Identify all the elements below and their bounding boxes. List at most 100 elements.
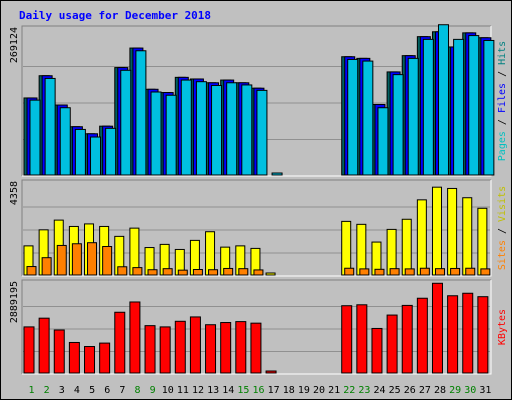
bar-visits-visits-27 <box>416 199 427 276</box>
bar-kbytes-kbytes-25 <box>386 314 398 374</box>
x-tick-label-22: 22 <box>343 385 355 396</box>
x-tick-label-17: 17 <box>268 385 280 396</box>
max-label-hits: 269124 <box>9 27 20 63</box>
bar-visits-sites-27 <box>419 267 430 276</box>
x-tick-label-9: 9 <box>150 385 156 396</box>
bar-visits-sites-23 <box>359 268 370 276</box>
bar-hits-pages-7 <box>120 69 132 176</box>
x-tick-label-1: 1 <box>29 385 35 396</box>
bar-visits-sites-12 <box>192 269 203 276</box>
x-tick-label-27: 27 <box>419 385 431 396</box>
bar-hits-pages-24 <box>377 107 389 176</box>
x-tick-label-24: 24 <box>374 385 386 396</box>
bar-kbytes-kbytes-23 <box>356 304 368 374</box>
bar-visits-sites-24 <box>374 268 385 276</box>
side-legend-visits: Sites / Visits <box>497 186 508 270</box>
bar-hits-pages-10 <box>165 94 177 176</box>
legend-visits: Visits <box>497 186 508 222</box>
bar-kbytes-kbytes-2 <box>38 317 50 374</box>
bar-visits-sites-4 <box>71 243 82 276</box>
x-tick-label-13: 13 <box>207 385 219 396</box>
bar-visits-sites-2 <box>41 257 52 276</box>
x-tick-label-15: 15 <box>237 385 249 396</box>
x-tick-label-7: 7 <box>119 385 125 396</box>
bar-hits-pages-14 <box>226 82 238 176</box>
bar-visits-visits-30 <box>462 197 473 276</box>
x-tick-label-21: 21 <box>328 385 340 396</box>
bar-hits-pages-9 <box>150 91 162 176</box>
bar-visits-sites-3 <box>56 244 67 276</box>
bar-visits-visits-22 <box>341 220 352 276</box>
panel-visits: 4358 Sites / Visits <box>9 179 508 277</box>
x-tick-label-25: 25 <box>389 385 401 396</box>
bar-kbytes-kbytes-27 <box>416 297 428 374</box>
bar-kbytes-kbytes-1 <box>23 326 35 374</box>
x-tick-label-5: 5 <box>89 385 95 396</box>
bar-kbytes-kbytes-5 <box>84 346 96 374</box>
side-legend-kbytes: KBytes <box>497 309 508 345</box>
bar-visits-sites-14 <box>223 267 234 276</box>
bar-kbytes-kbytes-24 <box>371 327 383 374</box>
bar-visits-sites-8 <box>132 267 143 276</box>
bar-visits-sites-25 <box>389 268 400 276</box>
x-tick-label-31: 31 <box>479 385 491 396</box>
bar-visits-sites-29 <box>450 267 461 276</box>
bar-kbytes-kbytes-15 <box>235 321 247 374</box>
bar-visits-visits-31 <box>477 207 488 276</box>
bar-hits-pages-27 <box>422 38 434 176</box>
x-tick-label-3: 3 <box>59 385 65 396</box>
legend-kbytes: KBytes <box>497 309 508 345</box>
bar-visits-sites-9 <box>147 269 158 276</box>
bar-kbytes-kbytes-11 <box>174 320 186 374</box>
bar-visits-sites-10 <box>162 268 173 276</box>
bar-visits-sites-22 <box>344 267 355 276</box>
bar-hits-pages-28 <box>437 24 449 176</box>
bar-hits-pages-15 <box>241 84 253 176</box>
bar-kbytes-kbytes-6 <box>99 342 111 374</box>
bar-hits-pages-11 <box>180 79 192 176</box>
x-tick-label-23: 23 <box>358 385 370 396</box>
bar-kbytes-kbytes-29 <box>447 295 459 374</box>
bar-visits-sites-5 <box>87 242 98 276</box>
max-label-visits: 4358 <box>9 181 20 205</box>
bar-visits-sites-16 <box>253 269 264 276</box>
bar-kbytes-kbytes-26 <box>401 304 413 374</box>
chart-title: Daily usage for December 2018 <box>19 9 211 22</box>
bar-visits-visits-25 <box>386 228 397 276</box>
x-tick-label-19: 19 <box>298 385 310 396</box>
bar-visits-sites-31 <box>480 268 491 276</box>
bar-kbytes-kbytes-13 <box>205 324 217 374</box>
legend-hits: Hits <box>497 41 508 65</box>
legend-files: Files <box>497 83 508 113</box>
panel-edge-dark <box>21 179 491 276</box>
bar-visits-visits-13 <box>205 231 216 276</box>
bar-hits-pages-5 <box>90 136 102 176</box>
bar-visits-sites-26 <box>404 268 415 276</box>
x-tick-label-26: 26 <box>404 385 416 396</box>
panel-edge-light <box>22 280 492 375</box>
x-tick-label-8: 8 <box>134 385 140 396</box>
bar-hits-pages-26 <box>407 57 419 176</box>
bar-kbytes-kbytes-14 <box>220 322 232 374</box>
x-tick-label-28: 28 <box>434 385 446 396</box>
bar-hits-pages-13 <box>211 84 223 176</box>
bar-visits-sites-6 <box>102 246 113 276</box>
bar-hits-pages-22 <box>347 58 359 176</box>
bar-visits-visits-29 <box>447 187 458 276</box>
bar-kbytes-kbytes-7 <box>114 311 126 374</box>
x-tick-label-18: 18 <box>283 385 295 396</box>
x-tick-label-12: 12 <box>192 385 204 396</box>
bar-hits-pages-2 <box>44 77 56 176</box>
x-tick-label-4: 4 <box>74 385 80 396</box>
panel-edge-dark <box>21 279 491 374</box>
bar-visits-sites-30 <box>465 267 476 276</box>
bar-visits-sites-28 <box>434 268 445 276</box>
bar-kbytes-kbytes-31 <box>477 296 489 374</box>
bar-visits-visits-17 <box>265 272 276 276</box>
bar-kbytes-kbytes-9 <box>144 325 156 374</box>
bar-kbytes-kbytes-4 <box>68 341 80 374</box>
legend-separator: / <box>497 65 508 83</box>
x-tick-label-2: 2 <box>44 385 50 396</box>
bar-kbytes-kbytes-12 <box>189 316 201 374</box>
panel-edge-dark <box>21 25 491 176</box>
